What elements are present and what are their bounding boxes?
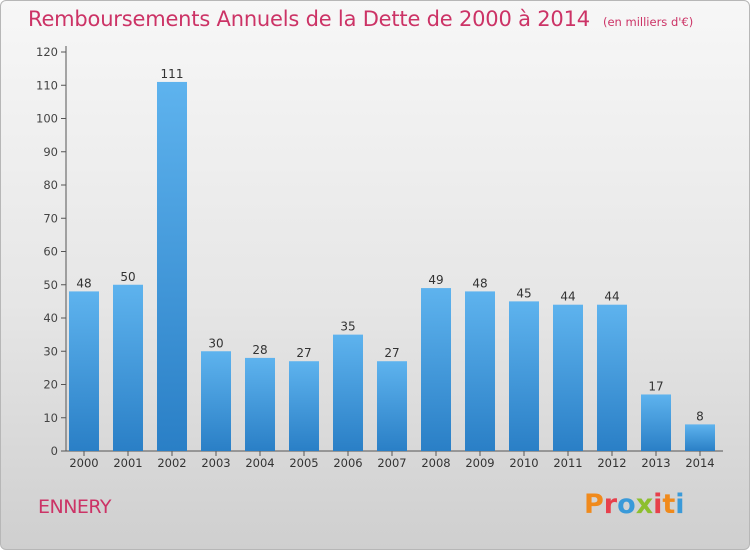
data-label: 111 <box>161 67 184 81</box>
logo-letter: r <box>603 489 618 520</box>
bar-2001[interactable] <box>113 284 143 451</box>
data-label: 48 <box>76 276 91 290</box>
logo-letter: P <box>584 489 604 520</box>
bar-2003[interactable] <box>201 351 231 451</box>
data-label: 28 <box>252 343 267 357</box>
y-tick-label: 80 <box>43 178 58 192</box>
bar-2006[interactable] <box>333 334 363 451</box>
x-tick-label: 2012 <box>597 456 626 470</box>
data-label: 50 <box>120 270 135 284</box>
bar-2011[interactable] <box>553 304 583 451</box>
bar-2013[interactable] <box>641 394 671 451</box>
proxiti-logo[interactable]: Proxiti <box>584 489 685 520</box>
chart-title: Remboursements Annuels de la Dette de 20… <box>28 7 693 31</box>
data-label: 49 <box>428 273 443 287</box>
logo-letter: t <box>662 489 676 520</box>
x-tick-label: 2003 <box>201 456 230 470</box>
logo-letter: i <box>675 489 685 520</box>
bar-2000[interactable] <box>69 291 99 451</box>
y-tick-label: 120 <box>36 45 58 59</box>
y-tick-label: 60 <box>43 245 58 259</box>
y-tick-label: 40 <box>43 311 58 325</box>
data-label: 30 <box>208 336 223 350</box>
data-label: 45 <box>516 286 531 300</box>
y-tick-label: 30 <box>43 344 58 358</box>
y-tick-label: 10 <box>43 411 58 425</box>
commune-name: ENNERY <box>38 496 112 518</box>
data-label: 27 <box>296 346 311 360</box>
y-tick-label: 90 <box>43 145 58 159</box>
x-tick-label: 2009 <box>465 456 494 470</box>
logo-letter: x <box>635 489 654 520</box>
y-tick-label: 100 <box>36 112 58 126</box>
y-tick-label: 20 <box>43 378 58 392</box>
x-tick-label: 2001 <box>113 456 142 470</box>
y-tick-label: 70 <box>43 211 58 225</box>
bar-2004[interactable] <box>245 357 275 451</box>
data-label: 44 <box>560 290 575 304</box>
x-tick-label: 2007 <box>377 456 406 470</box>
bar-2005[interactable] <box>289 361 319 451</box>
bar-2007[interactable] <box>377 361 407 451</box>
x-tick-label: 2004 <box>245 456 274 470</box>
x-tick-label: 2006 <box>333 456 362 470</box>
bar-2012[interactable] <box>597 304 627 451</box>
data-label: 48 <box>472 276 487 290</box>
x-tick-label: 2000 <box>69 456 98 470</box>
y-tick-label: 50 <box>43 278 58 292</box>
x-tick-label: 2010 <box>509 456 538 470</box>
x-tick-label: 2014 <box>685 456 714 470</box>
data-label: 27 <box>384 346 399 360</box>
bar-2010[interactable] <box>509 301 539 451</box>
x-tick-label: 2008 <box>421 456 450 470</box>
x-tick-label: 2002 <box>157 456 186 470</box>
y-tick-label: 0 <box>51 444 58 458</box>
data-label: 17 <box>648 379 663 393</box>
x-tick-label: 2005 <box>289 456 318 470</box>
data-label: 35 <box>340 320 355 334</box>
x-tick-label: 2013 <box>641 456 670 470</box>
bar-2009[interactable] <box>465 291 495 451</box>
logo-letter: o <box>617 489 636 520</box>
bar-2002[interactable] <box>157 81 187 452</box>
data-label: 8 <box>696 409 704 423</box>
chart-title-unit: (en milliers d'€) <box>603 15 694 29</box>
x-tick-label: 2011 <box>553 456 582 470</box>
chart-title-main: Remboursements Annuels de la Dette de 20… <box>28 7 590 31</box>
bar-2008[interactable] <box>421 288 451 451</box>
data-label: 44 <box>604 290 619 304</box>
y-tick-label: 110 <box>36 78 58 92</box>
logo-letter: i <box>653 489 663 520</box>
bar-2014[interactable] <box>685 424 715 451</box>
